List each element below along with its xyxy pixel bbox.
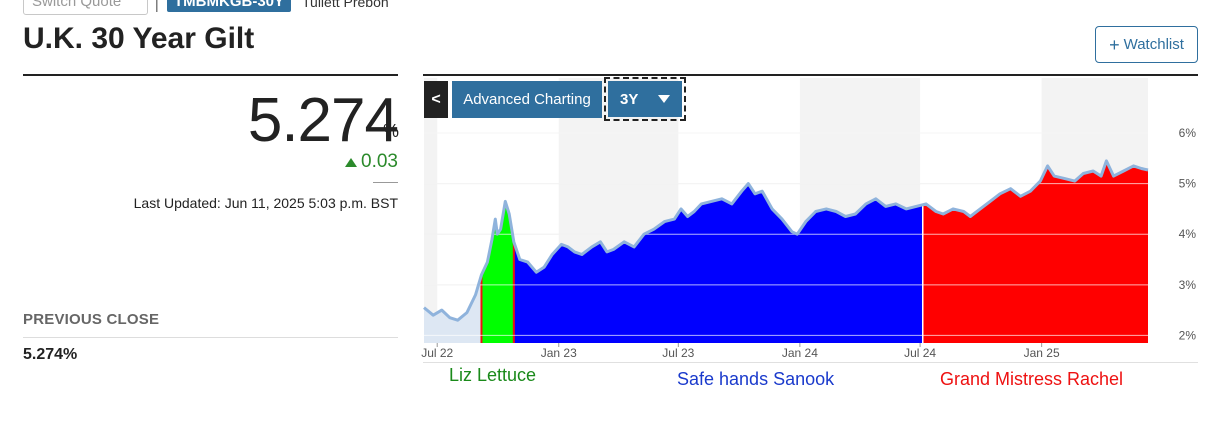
annotation-label: Grand Mistress Rachel xyxy=(940,369,1124,389)
switch-quote-input[interactable]: Switch Quote xyxy=(23,0,148,15)
chevron-left-icon: < xyxy=(431,90,441,108)
price-change-value: 0.03 xyxy=(361,151,398,172)
annotation-label: Liz Lettuce xyxy=(449,365,537,385)
y-tick-label: 3% xyxy=(1179,278,1197,292)
plus-icon: + xyxy=(1109,34,1120,55)
time-range-select[interactable]: 3Y xyxy=(604,77,686,121)
x-tick-label: Jul 24 xyxy=(904,346,936,360)
arrow-up-icon xyxy=(345,157,358,167)
x-tick-label: Jan 25 xyxy=(1024,346,1060,360)
previous-close-value: 5.274% xyxy=(23,346,78,363)
annotation-label: Safe hands Sanook xyxy=(677,369,835,389)
last-updated: Last Updated: Jun 11, 2025 5:03 p.m. BST xyxy=(133,195,398,211)
period-fill xyxy=(922,160,1148,343)
y-tick-label: 4% xyxy=(1179,227,1197,241)
chart-bottom-divider xyxy=(423,362,1198,363)
price-value: 5.274 xyxy=(247,86,399,155)
ticker-badge: TMBMKGB-30Y xyxy=(167,0,292,12)
x-tick-label: Jan 24 xyxy=(782,346,818,360)
watchlist-label: Watchlist xyxy=(1123,36,1184,53)
previous-close-label: PREVIOUS CLOSE xyxy=(23,311,160,328)
advanced-charting-button[interactable]: Advanced Charting xyxy=(452,81,602,118)
collapse-panel-button[interactable]: < xyxy=(424,81,448,118)
x-tick-label: Jul 22 xyxy=(421,346,453,360)
y-tick-label: 6% xyxy=(1179,126,1197,140)
watchlist-button[interactable]: + Watchlist xyxy=(1095,26,1198,63)
change-divider xyxy=(373,182,398,183)
advanced-charting-label: Advanced Charting xyxy=(463,91,591,108)
price-unit: % xyxy=(383,121,400,141)
quote-panel-divider xyxy=(23,74,398,76)
chart-panel-divider xyxy=(423,74,1198,76)
series-line xyxy=(423,159,1149,322)
y-tick-label: 5% xyxy=(1179,177,1197,191)
price-change: 0.03 xyxy=(345,151,398,173)
period-fill xyxy=(513,183,923,343)
time-band xyxy=(424,78,438,343)
page-title: U.K. 30 Year Gilt xyxy=(23,22,255,55)
period-fill xyxy=(481,201,514,343)
x-tick-label: Jan 23 xyxy=(541,346,577,360)
exchange-label: Tullett Prebon xyxy=(302,0,389,10)
y-tick-label: 2% xyxy=(1179,328,1197,342)
chevron-down-icon xyxy=(658,95,670,103)
time-range-value: 3Y xyxy=(620,90,639,108)
header-separator: | xyxy=(155,0,159,12)
x-tick-label: Jul 23 xyxy=(662,346,694,360)
previous-close-divider xyxy=(23,337,398,338)
